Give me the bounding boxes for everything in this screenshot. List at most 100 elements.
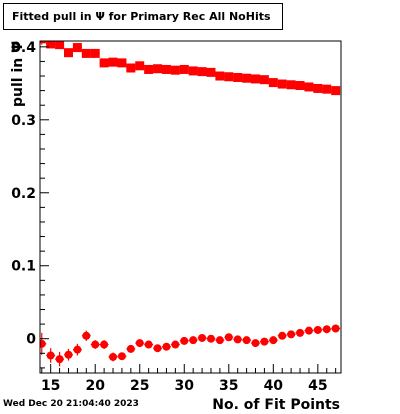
- data-point: [126, 344, 136, 353]
- marker: [206, 67, 216, 77]
- data-point: [40, 41, 47, 45]
- data-point: [117, 58, 127, 68]
- marker: [162, 342, 171, 351]
- marker: [72, 43, 82, 53]
- data-point: [108, 352, 118, 362]
- data-point: [322, 325, 332, 334]
- data-point: [99, 58, 109, 68]
- data-point: [135, 61, 145, 71]
- y-tick-label: 0: [26, 332, 36, 348]
- data-point: [99, 340, 109, 349]
- data-point: [224, 333, 234, 342]
- marker: [215, 336, 224, 345]
- marker: [91, 340, 100, 349]
- data-point: [259, 337, 269, 346]
- data-point: [233, 335, 243, 344]
- marker: [82, 331, 91, 340]
- data-point: [313, 83, 323, 93]
- marker: [153, 344, 162, 353]
- data-point: [277, 331, 287, 340]
- data-point: [40, 332, 47, 355]
- data-point: [108, 57, 118, 67]
- x-tick-label: 40: [264, 378, 284, 394]
- x-tick-label: 35: [219, 378, 238, 394]
- marker: [99, 58, 109, 68]
- data-point: [72, 43, 82, 53]
- marker: [286, 80, 296, 90]
- marker: [251, 339, 260, 348]
- marker: [259, 75, 269, 85]
- data-point: [179, 336, 189, 345]
- data-point: [268, 336, 278, 345]
- marker: [278, 331, 287, 340]
- marker: [233, 335, 242, 344]
- x-tick-label: 25: [130, 378, 149, 394]
- data-point: [117, 352, 127, 361]
- data-point: [64, 348, 73, 361]
- data-point: [277, 79, 287, 89]
- data-point: [126, 63, 136, 73]
- data-point: [331, 324, 341, 333]
- marker: [126, 344, 135, 353]
- marker: [331, 86, 341, 96]
- marker: [269, 336, 278, 345]
- marker: [233, 72, 243, 82]
- marker: [304, 326, 313, 335]
- data-point: [170, 65, 180, 75]
- data-point: [242, 336, 252, 345]
- marker: [322, 325, 331, 334]
- marker: [90, 48, 100, 58]
- data-point: [179, 64, 189, 74]
- y-tick-label: 0.4: [11, 40, 36, 56]
- marker: [64, 350, 73, 359]
- y-axis-title: pull in Ψ: [10, 41, 26, 107]
- marker: [242, 73, 252, 83]
- marker: [206, 334, 215, 343]
- marker: [126, 63, 136, 73]
- marker: [189, 336, 198, 345]
- data-point: [295, 328, 305, 337]
- marker: [260, 337, 269, 346]
- marker: [295, 81, 305, 91]
- marker: [117, 352, 126, 361]
- marker: [161, 64, 171, 74]
- data-point: [90, 340, 100, 349]
- marker: [277, 79, 287, 89]
- marker: [55, 41, 65, 50]
- data-point: [46, 348, 56, 363]
- marker: [198, 333, 207, 342]
- data-point: [81, 48, 91, 58]
- marker: [46, 351, 55, 360]
- data-point: [224, 72, 234, 82]
- marker: [171, 340, 180, 349]
- marker: [153, 64, 163, 74]
- marker: [180, 336, 189, 345]
- marker: [224, 72, 234, 82]
- x-tick-label: 15: [41, 378, 60, 394]
- marker: [144, 64, 154, 74]
- marker: [268, 78, 278, 88]
- data-point: [144, 340, 154, 349]
- marker: [188, 66, 198, 76]
- marker: [197, 67, 207, 77]
- data-point: [81, 330, 91, 341]
- data-point: [197, 67, 207, 77]
- data-point: [206, 67, 216, 77]
- marker: [179, 64, 189, 74]
- data-point: [295, 81, 305, 91]
- data-point: [72, 343, 82, 356]
- data-markers: [40, 41, 341, 367]
- marker: [313, 83, 323, 93]
- marker: [81, 48, 91, 58]
- axes: 15 20 25 30 35 40 45 0 0.1 0.2 0.3 0.4: [11, 40, 337, 394]
- x-tick-label: 45: [308, 378, 327, 394]
- marker: [108, 57, 118, 67]
- x-tick-label: 20: [85, 378, 105, 394]
- data-point: [304, 326, 314, 335]
- data-point: [268, 78, 278, 88]
- marker: [40, 41, 47, 44]
- data-point: [197, 333, 207, 342]
- data-point: [215, 336, 225, 345]
- marker: [109, 352, 118, 361]
